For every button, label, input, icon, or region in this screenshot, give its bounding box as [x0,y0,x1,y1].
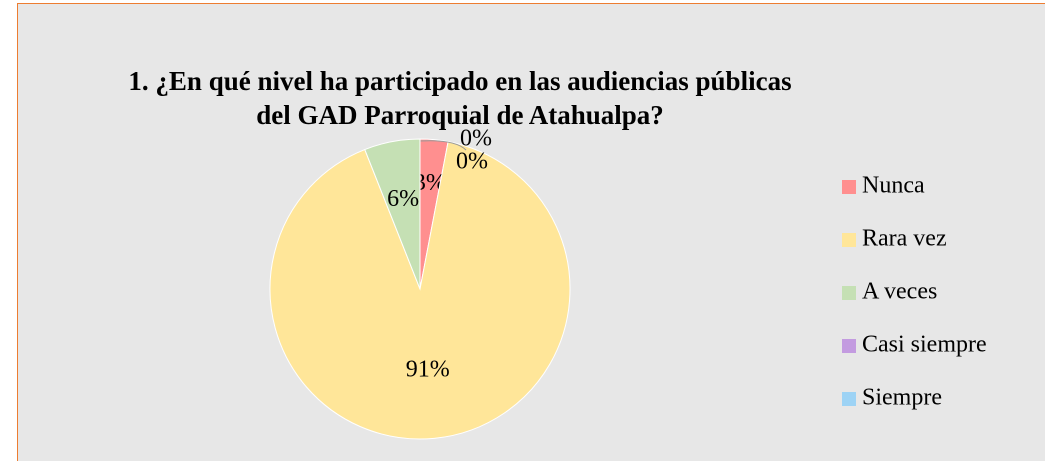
legend-label: A veces [862,279,937,305]
legend-swatch [842,180,856,194]
legend-swatch [842,286,856,300]
leader-line [419,140,467,151]
data-label: 91% [406,357,450,383]
legend-label: Rara vez [862,226,947,252]
pie-slice [269,141,571,440]
legend-label: Siempre [862,385,942,411]
chart-title: 1. ¿En qué nivel ha participado en las a… [128,66,792,130]
legend-label: Casi siempre [862,332,987,358]
data-label: 0% [460,126,492,152]
legend-swatch [842,392,856,406]
data-label: 6% [387,186,419,212]
legend-swatch [842,339,856,353]
data-label: 0% [456,149,488,175]
legend-label: Nunca [862,173,925,199]
legend-swatch [842,233,856,247]
